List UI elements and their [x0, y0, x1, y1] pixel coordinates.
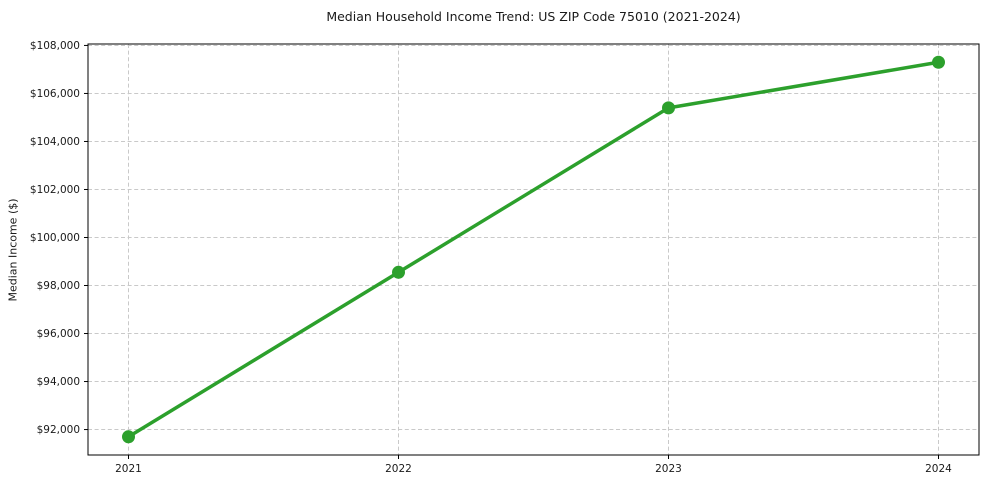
y-tick-label: $104,000 [30, 136, 80, 148]
y-tick-label: $94,000 [37, 376, 80, 388]
chart-title: Median Household Income Trend: US ZIP Co… [326, 9, 741, 24]
data-point-2024 [932, 55, 945, 69]
plot-border [87, 43, 980, 456]
x-tick-label: 2021 [115, 463, 142, 475]
y-tick-label: $96,000 [37, 328, 80, 340]
y-tick-label: $108,000 [30, 40, 80, 52]
x-tick-label: 2023 [655, 463, 682, 475]
y-tick-label: $102,000 [30, 184, 80, 196]
y-tick-label: $98,000 [37, 280, 80, 292]
data-point-2022 [392, 265, 405, 279]
y-axis-label: Median Income ($) [6, 198, 20, 302]
data-point-2021 [122, 430, 135, 444]
y-tick-label: $92,000 [37, 424, 80, 436]
trend-line [126, 60, 941, 439]
x-tick-label: 2022 [385, 463, 412, 475]
data-point-2023 [662, 101, 675, 115]
x-tick-label: 2024 [925, 463, 952, 475]
y-tick-label: $100,000 [30, 232, 80, 244]
y-tick-label: $106,000 [30, 88, 80, 100]
